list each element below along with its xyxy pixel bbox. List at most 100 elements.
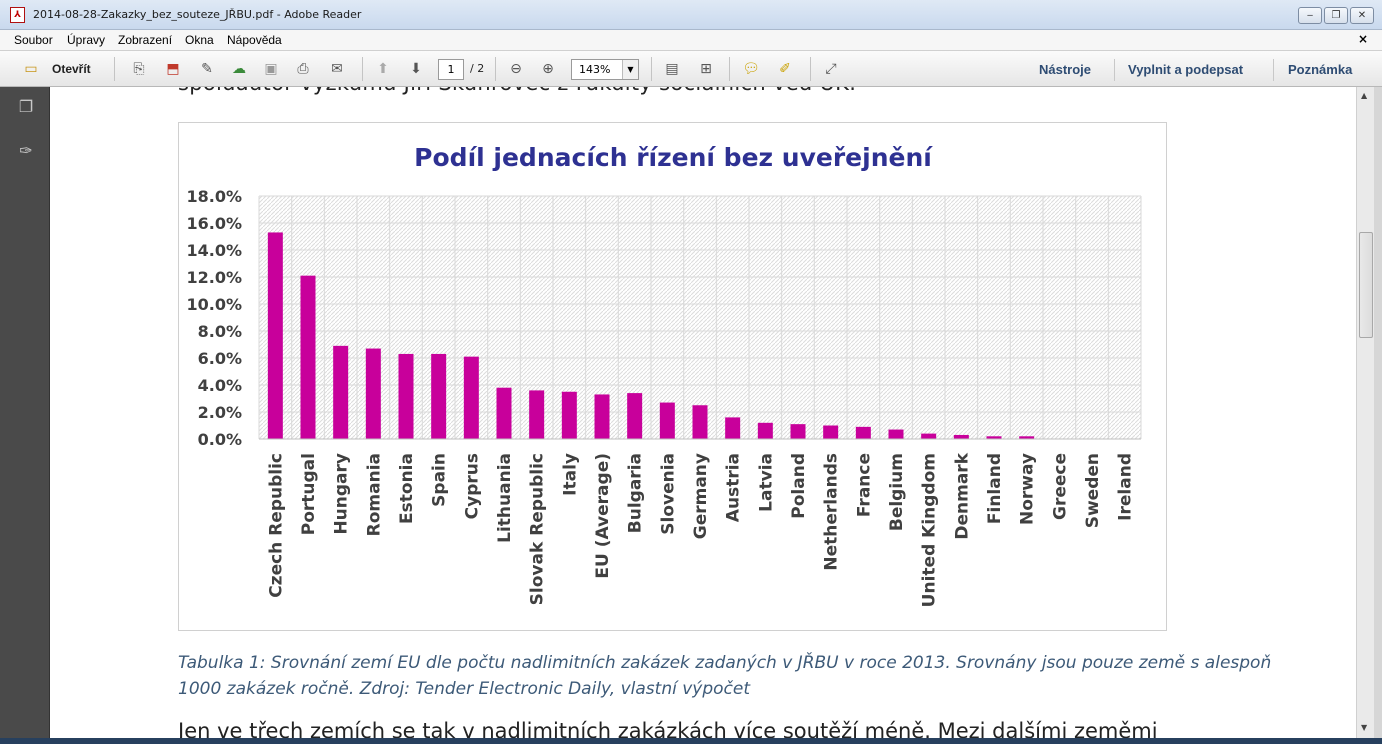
- x-tick-label: Germany: [691, 453, 711, 539]
- close-document-icon[interactable]: ×: [1357, 32, 1368, 46]
- save-icon[interactable]: ▣: [264, 61, 278, 77]
- bar: [594, 394, 610, 439]
- bar: [725, 417, 741, 439]
- highlight-icon[interactable]: ✐: [779, 61, 791, 77]
- menu-zobrazeni[interactable]: Zobrazení: [118, 33, 173, 47]
- menu-okna[interactable]: Okna: [185, 33, 214, 47]
- y-tick-label: 0.0%: [198, 430, 242, 449]
- attachments-icon[interactable]: ✑: [19, 141, 33, 160]
- window-controls: ‒ ❐ ✕: [1298, 7, 1374, 24]
- close-button[interactable]: ✕: [1350, 7, 1374, 24]
- y-tick-label: 6.0%: [198, 349, 242, 368]
- window-titlebar[interactable]: ⅄ 2014-08-28-Zakazky_bez_souteze_JŘBU.pd…: [0, 0, 1382, 30]
- y-tick-label: 18.0%: [186, 187, 242, 206]
- x-tick-label: United Kingdom: [920, 453, 940, 607]
- x-tick-label: Cyprus: [462, 453, 482, 519]
- bar: [823, 425, 839, 439]
- vertical-scrollbar[interactable]: ▲ ▼: [1356, 87, 1374, 738]
- window-border: [1374, 87, 1382, 744]
- menubar: Soubor Úpravy Zobrazení Okna Nápověda ×: [0, 30, 1382, 50]
- x-tick-label: Netherlands: [822, 453, 842, 571]
- maximize-button[interactable]: ❐: [1324, 7, 1348, 24]
- x-tick-label: Belgium: [887, 453, 907, 531]
- bar: [561, 391, 577, 439]
- body-text-previous: spoluautor výzkumu Jiří Skuhrovec z Faku…: [178, 87, 856, 95]
- tools-button[interactable]: Nástroje: [1039, 62, 1092, 77]
- next-page-icon[interactable]: ⬇: [410, 61, 422, 77]
- y-tick-label: 12.0%: [186, 268, 242, 287]
- x-tick-label: Bulgaria: [626, 453, 646, 533]
- plot-area: [259, 196, 1141, 439]
- scroll-thumb[interactable]: [1359, 232, 1373, 338]
- fit-page-icon[interactable]: ▤: [665, 61, 679, 77]
- y-tick-label: 8.0%: [198, 322, 242, 341]
- fit-width-icon[interactable]: ⊞: [700, 61, 712, 77]
- navigation-panel: ❐ ✑: [0, 87, 50, 744]
- menu-upravy[interactable]: Úpravy: [67, 33, 106, 47]
- bar: [692, 405, 708, 439]
- taskbar: [0, 738, 1382, 744]
- x-tick-label: Slovak Republic: [528, 453, 548, 605]
- scroll-up-icon[interactable]: ▲: [1361, 91, 1368, 100]
- x-tick-label: Norway: [1018, 453, 1038, 525]
- bar: [333, 345, 349, 439]
- previous-page-icon[interactable]: ⬆: [377, 61, 389, 77]
- x-tick-label: Romania: [364, 453, 384, 536]
- menu-napoveda[interactable]: Nápověda: [227, 33, 282, 47]
- open-button[interactable]: Otevřít: [52, 62, 91, 76]
- x-tick-label: Poland: [789, 453, 809, 519]
- x-tick-label: EU (Average): [593, 453, 613, 579]
- bar: [529, 390, 545, 439]
- create-pdf-icon[interactable]: ⎘: [133, 61, 145, 77]
- y-tick-label: 2.0%: [198, 403, 242, 422]
- bar: [398, 353, 414, 439]
- comment-button[interactable]: Poznámka: [1288, 62, 1353, 77]
- fullscreen-icon[interactable]: ⤢: [825, 61, 837, 77]
- page-total: / 2: [470, 62, 485, 75]
- bar: [888, 429, 904, 439]
- comment-icon[interactable]: 💬︎: [742, 61, 760, 77]
- y-tick-label: 4.0%: [198, 376, 242, 395]
- x-tick-label: Sweden: [1083, 453, 1103, 528]
- chart-title: Podíl jednacích řízení bez uveřejnění: [414, 143, 933, 172]
- upload-cloud-icon[interactable]: ☁: [232, 61, 246, 77]
- edit-document-icon[interactable]: ✎: [201, 61, 213, 77]
- bar: [1019, 436, 1035, 439]
- email-icon[interactable]: ✉: [331, 61, 343, 77]
- body-text-next: Jen ve třech zemích se tak v nadlimitníc…: [178, 719, 1158, 738]
- zoom-in-icon[interactable]: ⊕: [542, 61, 554, 77]
- x-tick-label: Italy: [560, 453, 580, 496]
- bar-chart: Podíl jednacích řízení bez uveřejnění 0.…: [186, 143, 1142, 607]
- minimize-button[interactable]: ‒: [1298, 7, 1322, 24]
- bar: [953, 434, 969, 439]
- x-tick-label: Estonia: [397, 453, 417, 524]
- page-number-input[interactable]: 1: [438, 59, 464, 80]
- bar: [790, 424, 806, 439]
- table-caption: Tabulka 1: Srovnání zemí EU dle počtu na…: [178, 653, 1272, 699]
- x-tick-label: Czech Republic: [266, 453, 286, 598]
- fill-sign-button[interactable]: Vyplnit a podepsat: [1128, 62, 1244, 77]
- document-view[interactable]: spoluautor výzkumu Jiří Skuhrovec z Faku…: [50, 87, 1356, 738]
- bar: [496, 387, 512, 439]
- scroll-down-icon[interactable]: ▼: [1361, 723, 1368, 732]
- y-tick-label: 16.0%: [186, 214, 242, 233]
- pdf-icon: ⅄: [10, 7, 25, 23]
- zoom-select[interactable]: 143% ▼: [571, 59, 639, 80]
- x-tick-label: Spain: [430, 453, 450, 507]
- export-pdf-icon[interactable]: ⬒: [166, 61, 180, 77]
- x-tick-label: Lithuania: [495, 453, 515, 543]
- chevron-down-icon[interactable]: ▼: [622, 60, 638, 79]
- zoom-out-icon[interactable]: ⊖: [510, 61, 522, 77]
- menu-soubor[interactable]: Soubor: [14, 33, 53, 47]
- folder-open-icon[interactable]: ▭: [24, 61, 38, 77]
- x-tick-label: Greece: [1050, 453, 1070, 520]
- bar: [365, 348, 381, 439]
- zoom-value: 143%: [579, 63, 611, 76]
- print-icon[interactable]: ⎙: [297, 61, 309, 77]
- x-tick-label: Latvia: [756, 453, 776, 512]
- bar: [463, 356, 479, 439]
- bar: [855, 426, 871, 439]
- bar: [921, 433, 937, 439]
- page-thumbnails-icon[interactable]: ❐: [18, 97, 34, 116]
- bar: [757, 422, 773, 439]
